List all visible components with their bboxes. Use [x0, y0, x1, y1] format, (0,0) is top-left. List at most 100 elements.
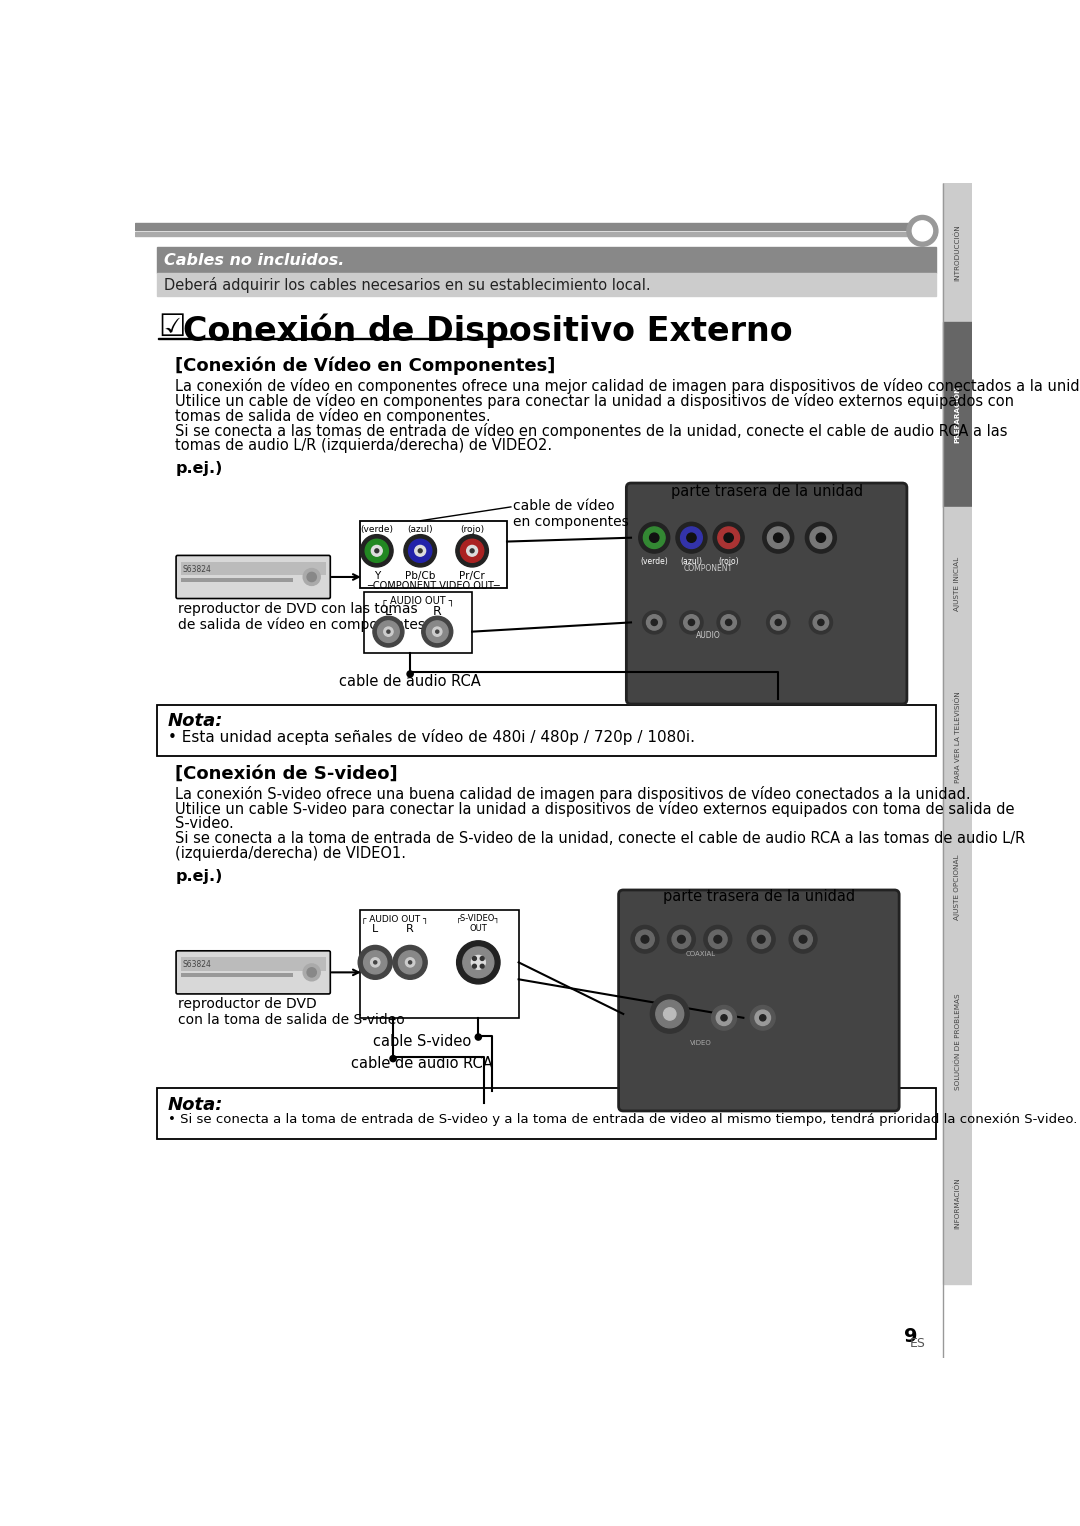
Bar: [180, 957, 326, 971]
Circle shape: [688, 620, 694, 626]
Circle shape: [460, 539, 484, 563]
Text: tomas de audio L/R (izquierda/derecha) de VIDEO2.: tomas de audio L/R (izquierda/derecha) d…: [175, 438, 553, 453]
Circle shape: [759, 1015, 766, 1021]
Text: AUDIO: AUDIO: [697, 630, 720, 639]
Text: parte trasera de la unidad: parte trasera de la unidad: [671, 484, 863, 499]
Circle shape: [813, 615, 828, 630]
Text: Nota:: Nota:: [167, 1096, 224, 1114]
Text: OUT: OUT: [470, 923, 487, 932]
Text: S-video.: S-video.: [175, 816, 234, 832]
Bar: [360, 520, 507, 588]
Text: Deberá adquirir los cables necesarios en su establecimiento local.: Deberá adquirir los cables necesarios en…: [164, 276, 651, 293]
Circle shape: [818, 620, 824, 626]
Text: R: R: [433, 606, 442, 618]
Circle shape: [644, 526, 665, 548]
Text: R: R: [406, 923, 414, 934]
Text: Conexión de Dispositivo Externo: Conexión de Dispositivo Externo: [183, 313, 793, 348]
Circle shape: [307, 572, 316, 581]
Circle shape: [370, 958, 380, 967]
Text: (rojo): (rojo): [718, 557, 739, 566]
Circle shape: [307, 967, 316, 977]
Circle shape: [907, 215, 937, 246]
Circle shape: [677, 935, 685, 943]
Circle shape: [365, 539, 389, 563]
Circle shape: [721, 1015, 727, 1021]
Circle shape: [638, 522, 670, 552]
Circle shape: [651, 620, 658, 626]
Bar: [360, 909, 518, 1018]
Circle shape: [361, 534, 393, 568]
Text: ┌ AUDIO OUT ┐: ┌ AUDIO OUT ┐: [361, 914, 429, 923]
Text: cable de vídeo
en componentes: cable de vídeo en componentes: [513, 499, 629, 530]
Bar: [943, 322, 972, 507]
Circle shape: [378, 621, 400, 642]
Text: Cables no incluidos.: Cables no incluidos.: [164, 253, 345, 267]
Circle shape: [364, 951, 387, 974]
Text: COMPONENT: COMPONENT: [684, 563, 733, 572]
Text: Pb/Cb: Pb/Cb: [405, 571, 435, 581]
Circle shape: [481, 964, 484, 967]
Text: PREPARACIÓN: PREPARACIÓN: [954, 386, 960, 443]
FancyBboxPatch shape: [619, 890, 900, 1111]
Circle shape: [712, 1006, 737, 1030]
Text: tomas de salida de vídeo en componentes.: tomas de salida de vídeo en componentes.: [175, 407, 491, 424]
Circle shape: [393, 946, 428, 980]
Circle shape: [463, 948, 494, 978]
Bar: [360, 909, 518, 1018]
Bar: [135, 232, 918, 237]
Text: ─COMPONENT VIDEO OUT─: ─COMPONENT VIDEO OUT─: [367, 581, 500, 591]
Circle shape: [809, 610, 833, 633]
Text: S63824: S63824: [183, 565, 212, 574]
Circle shape: [415, 545, 426, 555]
Text: p.ej.): p.ej.): [175, 461, 222, 476]
Circle shape: [647, 615, 662, 630]
Circle shape: [636, 929, 654, 949]
Circle shape: [418, 549, 422, 552]
Circle shape: [471, 955, 485, 969]
Text: ES: ES: [909, 1337, 926, 1351]
Circle shape: [359, 946, 392, 980]
Circle shape: [762, 522, 794, 552]
Text: (rojo): (rojo): [460, 525, 484, 534]
Circle shape: [399, 951, 422, 974]
Bar: [364, 592, 472, 653]
FancyBboxPatch shape: [176, 951, 330, 993]
Bar: [943, 507, 972, 661]
Circle shape: [810, 526, 832, 548]
Text: S63824: S63824: [183, 960, 212, 969]
Bar: [157, 247, 936, 273]
Circle shape: [721, 615, 737, 630]
Circle shape: [789, 925, 816, 954]
Circle shape: [755, 1010, 770, 1025]
Circle shape: [383, 627, 393, 636]
Circle shape: [456, 534, 488, 568]
Circle shape: [643, 610, 666, 633]
Circle shape: [679, 610, 703, 633]
Circle shape: [717, 610, 740, 633]
Bar: [157, 705, 936, 755]
Bar: [364, 592, 472, 653]
Circle shape: [768, 526, 789, 548]
Circle shape: [794, 929, 812, 949]
Circle shape: [407, 671, 414, 678]
Text: Si se conecta a la toma de entrada de S-video de la unidad, conecte el cable de : Si se conecta a la toma de entrada de S-…: [175, 832, 1026, 847]
Circle shape: [751, 1006, 775, 1030]
Text: • Esta unidad acepta señales de vídeo de 480i / 480p / 720p / 1080i.: • Esta unidad acepta señales de vídeo de…: [167, 729, 694, 745]
Text: Nota:: Nota:: [167, 713, 224, 731]
Circle shape: [372, 545, 382, 555]
Circle shape: [704, 925, 732, 954]
Text: (azul): (azul): [680, 557, 702, 566]
Text: (izquierda/derecha) de VIDEO1.: (izquierda/derecha) de VIDEO1.: [175, 847, 406, 862]
Circle shape: [773, 533, 783, 542]
Circle shape: [390, 1056, 396, 1062]
Text: INTRODUCCIÓN: INTRODUCCIÓN: [954, 224, 960, 281]
Bar: [943, 661, 972, 815]
Text: COAXIAL: COAXIAL: [686, 951, 716, 957]
Circle shape: [408, 539, 432, 563]
Text: SOLUCIÓN DE PROBLEMAS: SOLUCIÓN DE PROBLEMAS: [954, 993, 960, 1090]
Text: VIDEO: VIDEO: [690, 1039, 712, 1045]
Text: ┌ AUDIO OUT ┐: ┌ AUDIO OUT ┐: [381, 595, 455, 606]
Text: 9: 9: [904, 1326, 918, 1346]
Circle shape: [433, 627, 442, 636]
Circle shape: [467, 545, 477, 555]
